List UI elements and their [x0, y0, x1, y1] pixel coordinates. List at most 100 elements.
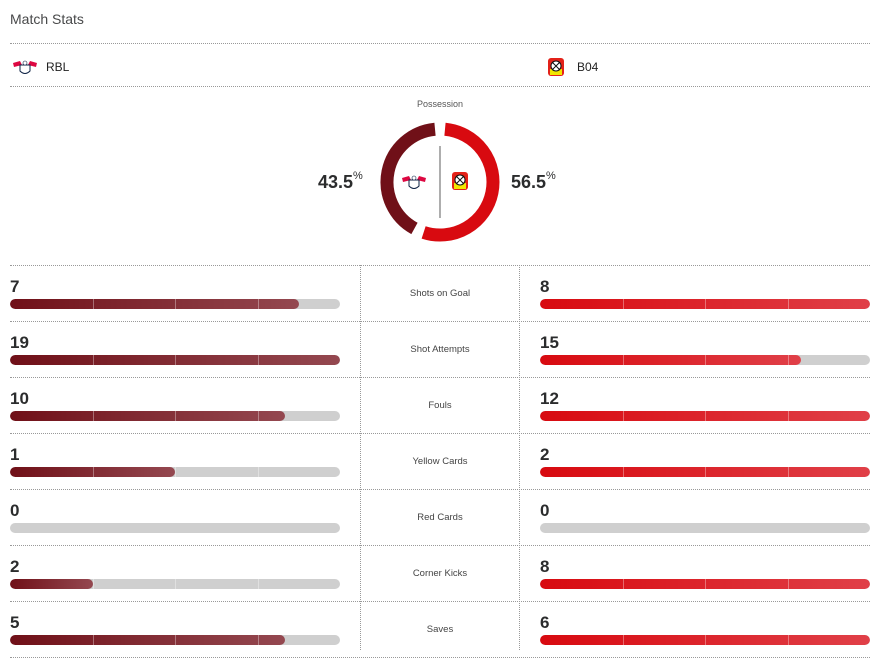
bar-fill: [10, 635, 285, 645]
stat-row: 10 12 Fouls: [0, 378, 883, 434]
bar-tick: [175, 635, 176, 645]
away-stat-bar: [540, 523, 870, 533]
bar-tick: [622, 635, 624, 645]
b04-logo-icon: [543, 57, 569, 77]
bar-tick: [175, 411, 176, 421]
stat-row: 1 2 Yellow Cards: [0, 434, 883, 490]
home-stat-bar: [10, 579, 340, 589]
bar-tick: [787, 299, 789, 309]
bar-fill: [540, 411, 870, 421]
home-team-abbr: RBL: [46, 60, 70, 74]
bar-tick: [787, 579, 789, 589]
divider: [10, 377, 870, 378]
stat-label: Saves: [426, 624, 454, 635]
divider: [10, 321, 870, 322]
home-stat-value: 0: [10, 501, 20, 520]
bar-tick: [705, 635, 706, 645]
home-stat-bar: [10, 299, 340, 309]
bar-fill: [10, 467, 259, 477]
divider: [10, 433, 870, 434]
bar-tick: [622, 355, 624, 365]
stat-label: Shots on Goal: [409, 288, 471, 299]
home-stat-value: 2: [10, 557, 20, 576]
stat-row: 2 8 Corner Kicks: [0, 546, 883, 602]
bar-fill: [540, 467, 870, 477]
divider: [10, 265, 870, 266]
away-stat-value: 8: [540, 557, 550, 576]
home-team[interactable]: RBL: [12, 57, 69, 77]
away-team-abbr: B04: [577, 60, 599, 74]
stat-label: Shot Attempts: [410, 344, 470, 355]
divider: [10, 86, 870, 87]
bar-tick: [92, 299, 94, 309]
bar-tick: [257, 635, 259, 645]
away-stat-value: 8: [540, 277, 550, 296]
home-stat-bar: [10, 411, 340, 421]
bar-tick: [787, 635, 789, 645]
bar-fill: [540, 355, 801, 365]
bar-tick: [92, 355, 94, 365]
divider: [10, 545, 870, 546]
bar-fill: [10, 579, 259, 589]
stat-row: 19 15 Shot Attempts: [0, 322, 883, 378]
away-stat-bar: [540, 299, 870, 309]
bar-fill: [540, 299, 870, 309]
divider: [519, 265, 520, 650]
away-possession: 56.5%: [511, 170, 556, 192]
bar-tick: [787, 411, 789, 421]
home-stat-value: 10: [10, 389, 29, 408]
bar-tick: [257, 355, 259, 365]
away-stat-value: 12: [540, 389, 559, 408]
bar-tick: [257, 299, 259, 309]
away-stat-bar: [540, 467, 870, 477]
bar-fill: [540, 579, 870, 589]
home-possession: 43.5%: [318, 170, 363, 192]
away-stat-value: 6: [540, 613, 550, 632]
bar-tick: [705, 299, 706, 309]
bar-tick: [705, 467, 706, 477]
bar-tick: [622, 411, 624, 421]
rbl-logo-icon: [12, 57, 38, 77]
stat-label: Fouls: [428, 400, 452, 411]
divider: [10, 489, 870, 490]
stat-row: 0 0 Red Cards: [0, 490, 883, 546]
stat-label: Yellow Cards: [412, 456, 468, 467]
bar-tick: [787, 467, 789, 477]
home-possession-arc: [380, 122, 436, 235]
home-stat-value: 5: [10, 613, 20, 632]
home-stat-value: 7: [10, 277, 20, 296]
home-stat-value: 1: [10, 445, 20, 464]
away-team[interactable]: B04: [543, 57, 598, 77]
bar-tick: [175, 467, 176, 477]
bar-tick: [92, 579, 94, 589]
away-stat-bar: [540, 355, 870, 365]
bar-tick: [622, 467, 624, 477]
away-possession-arc: [421, 122, 500, 242]
stat-label: Corner Kicks: [412, 568, 468, 579]
possession-donut: [380, 122, 500, 242]
bar-tick: [92, 467, 94, 477]
divider: [360, 265, 361, 650]
bar-fill: [540, 635, 870, 645]
bar-tick: [257, 579, 259, 589]
away-stat-bar: [540, 411, 870, 421]
bar-tick: [92, 635, 94, 645]
possession-label: Possession: [416, 99, 464, 109]
home-stat-bar: [10, 523, 340, 533]
divider: [10, 601, 870, 602]
away-stat-bar: [540, 635, 870, 645]
bar-tick: [175, 579, 176, 589]
bar-tick: [705, 355, 706, 365]
divider: [10, 43, 870, 44]
home-stat-bar: [10, 467, 340, 477]
bar-tick: [787, 355, 789, 365]
bar-tick: [705, 579, 706, 589]
bar-fill: [10, 299, 299, 309]
stat-row: 7 8 Shots on Goal: [0, 266, 883, 322]
bar-tick: [622, 299, 624, 309]
away-stat-value: 2: [540, 445, 550, 464]
bar-tick: [257, 467, 259, 477]
bar-tick: [622, 579, 624, 589]
b04-logo-icon: [452, 172, 468, 190]
stat-label: Red Cards: [417, 512, 463, 523]
